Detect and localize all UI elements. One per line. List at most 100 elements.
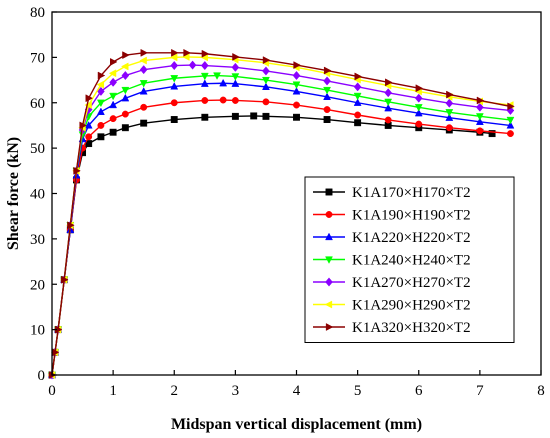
legend-marker (325, 211, 333, 218)
data-point (170, 82, 179, 90)
y-tick-label: 20 (30, 277, 45, 293)
data-point (323, 106, 331, 114)
x-tick-label: 3 (232, 383, 240, 399)
y-tick-label: 0 (38, 368, 46, 384)
data-point (323, 76, 331, 86)
data-point (170, 60, 179, 71)
legend-item: K1A320×H320×T2 (313, 320, 471, 336)
legend-item: K1A270×H270×T2 (313, 275, 471, 291)
data-point (171, 48, 179, 57)
data-point (293, 113, 300, 121)
data-point (109, 128, 117, 136)
data-point (262, 76, 270, 85)
series-7 (48, 48, 515, 379)
data-point (384, 98, 393, 107)
data-point (354, 72, 363, 81)
data-point (169, 53, 178, 62)
data-point (292, 87, 301, 95)
legend-item: K1A240×H240×T2 (313, 253, 471, 269)
data-point (121, 93, 130, 102)
data-point (200, 79, 209, 87)
data-point (292, 81, 301, 89)
data-point (79, 121, 87, 130)
data-point (231, 97, 239, 104)
data-point (476, 127, 484, 135)
data-point (262, 82, 270, 90)
x-axis-title: Midspan vertical displacement (mm) (171, 416, 422, 433)
data-point (170, 75, 179, 83)
data-point (139, 65, 148, 75)
data-point (506, 130, 514, 138)
legend-marker (325, 232, 333, 241)
legend-label: K1A220×H220×T2 (352, 230, 471, 246)
data-point (201, 113, 209, 121)
data-point (97, 121, 105, 129)
x-tick-label: 6 (415, 383, 423, 399)
data-point (140, 48, 149, 57)
legend-label: K1A270×H270×T2 (352, 275, 471, 291)
data-point (108, 69, 117, 78)
data-point (97, 71, 106, 80)
y-tick-label: 70 (30, 50, 45, 66)
data-point (446, 90, 454, 99)
legend-label: K1A170×H170×T2 (352, 185, 471, 201)
data-point (476, 102, 484, 112)
legend-marker (325, 256, 333, 264)
data-point (61, 275, 69, 284)
data-point (414, 104, 423, 112)
data-point (139, 80, 148, 88)
data-point (200, 60, 209, 71)
data-point (85, 133, 93, 141)
data-point (201, 49, 210, 58)
data-point (96, 99, 105, 108)
legend-marker (325, 323, 334, 331)
data-point (506, 121, 515, 129)
data-point (96, 80, 105, 89)
legend-label: K1A190×H190×T2 (352, 208, 471, 224)
data-point (140, 119, 148, 127)
data-point (170, 99, 178, 107)
data-point (67, 221, 75, 230)
x-tick-label: 2 (171, 383, 179, 399)
data-point (139, 87, 148, 95)
data-point (84, 121, 93, 129)
x-tick-label: 7 (476, 383, 484, 399)
data-point (323, 116, 331, 123)
data-point (385, 78, 393, 87)
y-tick-label: 80 (30, 5, 45, 21)
data-point (323, 86, 331, 95)
data-point (445, 124, 453, 132)
data-point (121, 110, 129, 118)
data-point (353, 98, 362, 106)
y-axis-title: Shear force (kN) (5, 137, 22, 250)
data-point (323, 92, 331, 100)
data-point (188, 60, 197, 70)
data-point (219, 96, 227, 104)
data-point (120, 62, 129, 71)
data-point (353, 82, 362, 92)
data-point (415, 84, 424, 93)
legend-item: K1A170×H170×T2 (313, 185, 471, 201)
y-tick-label: 30 (30, 232, 45, 248)
data-point (73, 166, 81, 175)
data-point (507, 102, 515, 111)
data-point (292, 70, 301, 81)
data-point (414, 93, 423, 103)
data-point (262, 98, 270, 106)
data-point (140, 103, 148, 111)
legend-marker (325, 188, 333, 196)
data-point (475, 113, 484, 121)
legend-item: K1A220×H220×T2 (313, 230, 471, 246)
data-point (445, 98, 454, 108)
data-point (170, 116, 178, 123)
data-point (85, 94, 94, 103)
data-point (121, 70, 130, 81)
data-point (231, 62, 240, 72)
data-point (384, 103, 393, 112)
data-point (506, 116, 515, 125)
data-point (293, 61, 301, 70)
data-point (109, 100, 118, 109)
